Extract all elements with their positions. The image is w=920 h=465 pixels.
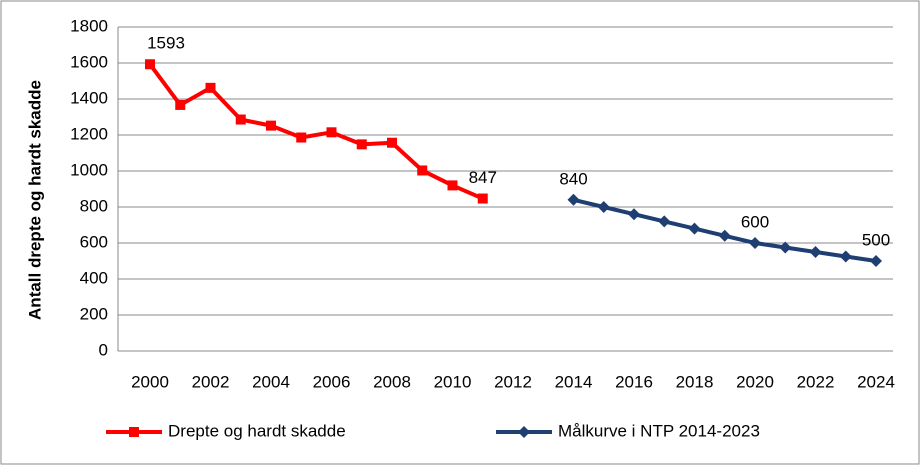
- x-tick-label: 2022: [797, 372, 835, 391]
- point: [235, 114, 246, 125]
- data-label: 1593: [147, 34, 185, 53]
- point: [326, 127, 337, 138]
- x-tick-label: 2002: [192, 372, 230, 391]
- point: [628, 208, 640, 221]
- y-tick-label: 400: [80, 268, 108, 287]
- y-tick-label: 1000: [70, 160, 108, 179]
- x-tick-label: 2012: [494, 372, 532, 391]
- x-tick-label: 2000: [131, 372, 169, 391]
- point: [870, 255, 882, 267]
- point: [296, 132, 307, 143]
- point: [658, 215, 671, 228]
- y-tick-label: 1800: [70, 16, 108, 35]
- point: [749, 237, 761, 249]
- data-label: 500: [862, 230, 890, 249]
- series-line: [148, 63, 484, 201]
- point: [129, 427, 139, 437]
- point: [417, 165, 428, 176]
- y-axis-label: Antall drepte og hardt skadde: [25, 80, 44, 320]
- point: [518, 426, 530, 438]
- point: [266, 120, 276, 131]
- point: [779, 241, 792, 254]
- point: [356, 139, 367, 150]
- x-tick-label: 2008: [373, 372, 411, 391]
- y-tick-label: 800: [80, 196, 108, 215]
- legend-label: Målkurve i NTP 2014-2023: [558, 421, 760, 440]
- x-tick-label: 2010: [434, 372, 472, 391]
- point: [477, 193, 488, 204]
- point: [567, 193, 580, 206]
- y-tick-label: 600: [80, 232, 108, 251]
- legend-label: Drepte og hardt skadde: [168, 421, 346, 440]
- point: [387, 137, 397, 148]
- point: [718, 229, 731, 242]
- y-tick-label: 1600: [70, 52, 108, 71]
- x-tick-label: 2020: [736, 372, 774, 391]
- y-tick-label: 1400: [70, 88, 108, 107]
- point: [688, 222, 701, 235]
- data-label: 840: [559, 169, 587, 188]
- point: [839, 250, 852, 263]
- x-tick-label: 2014: [555, 372, 593, 391]
- x-tick-label: 2006: [313, 372, 351, 391]
- x-tick-label: 2004: [252, 372, 290, 391]
- point: [809, 246, 822, 258]
- y-tick-label: 0: [99, 340, 108, 359]
- point: [597, 201, 610, 213]
- point: [175, 99, 186, 110]
- data-label: 600: [741, 212, 769, 231]
- point: [447, 180, 458, 191]
- data-label: 847: [469, 168, 497, 187]
- point: [145, 59, 155, 70]
- x-tick-label: 2024: [857, 372, 895, 391]
- point: [205, 82, 216, 93]
- x-tick-label: 2018: [676, 372, 714, 391]
- y-tick-label: 200: [80, 304, 108, 323]
- y-tick-label: 1200: [70, 124, 108, 143]
- x-tick-label: 2016: [615, 372, 653, 391]
